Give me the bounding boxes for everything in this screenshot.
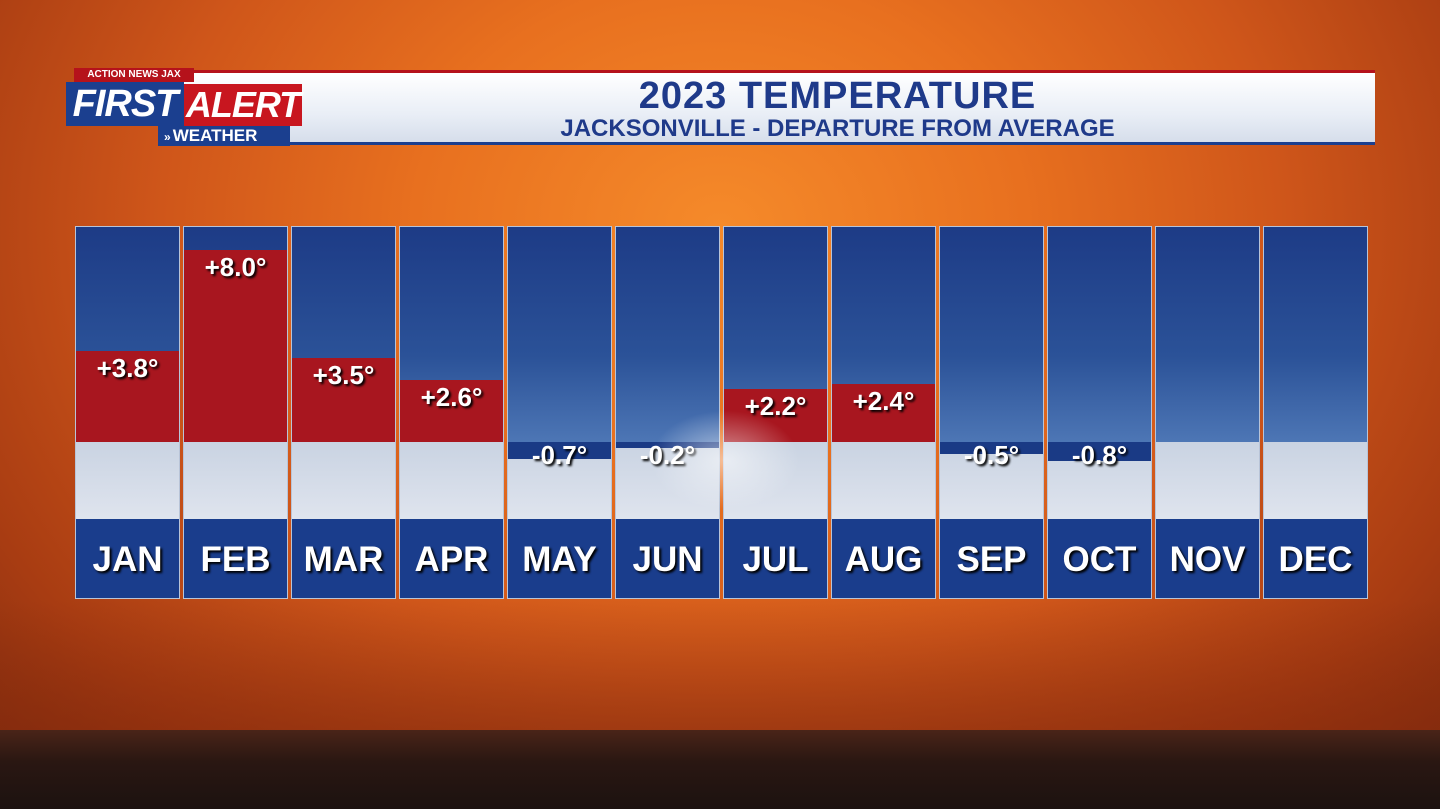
month-label-background xyxy=(1156,519,1259,598)
month-column-aug: +2.4° AUG xyxy=(831,226,936,599)
month-label-aug: AUG xyxy=(844,540,923,579)
month-label-jun: JUN xyxy=(632,540,703,579)
column-lower xyxy=(940,442,1043,519)
chart-title: 2023 TEMPERATURE xyxy=(638,75,1037,117)
month-label-background xyxy=(616,519,719,598)
month-column-jan: +3.8° JAN xyxy=(75,226,180,599)
column-sky xyxy=(1048,227,1151,442)
column-sky xyxy=(508,227,611,442)
background-sea xyxy=(0,730,1440,809)
bar-value-label-jun: -0.2° xyxy=(639,440,696,470)
column-lower xyxy=(184,442,287,519)
month-column-jun: -0.2° JUN xyxy=(615,226,720,599)
month-label-background xyxy=(76,519,179,598)
month-label-background xyxy=(508,519,611,598)
month-label-sep: SEP xyxy=(956,540,1027,579)
month-column-nov: NOV xyxy=(1155,226,1260,599)
column-sky xyxy=(1156,227,1259,442)
logo-station-name: ACTION NEWS JAX xyxy=(74,68,194,82)
chevron-right-icon: » xyxy=(164,130,171,144)
month-label-background xyxy=(1264,519,1367,598)
column-sky xyxy=(1264,227,1367,442)
month-label-background xyxy=(1048,519,1151,598)
month-column-oct: -0.8° OCT xyxy=(1047,226,1152,599)
month-label-background xyxy=(940,519,1043,598)
bar-mar xyxy=(292,358,395,442)
month-column-may: -0.7° MAY xyxy=(507,226,612,599)
bar-value-label-may: -0.7° xyxy=(531,440,588,470)
bar-value-label-jan: +3.8° xyxy=(96,352,159,383)
month-label-jul: JUL xyxy=(742,540,809,579)
bar-value-label-mar: +3.5° xyxy=(312,360,375,390)
chart-subtitle: JACKSONVILLE - DEPARTURE FROM AVERAGE xyxy=(560,115,1115,142)
logo-first: FIRST xyxy=(66,82,184,126)
column-lower xyxy=(1156,442,1259,519)
bar-apr xyxy=(400,379,503,442)
month-column-apr: +2.6° APR xyxy=(399,226,504,599)
month-label-background xyxy=(832,519,935,598)
bar-may xyxy=(508,442,611,459)
month-label-may: MAY xyxy=(522,540,597,579)
logo-weather: » WEATHER xyxy=(158,126,290,146)
bar-value-label-aug: +2.4° xyxy=(852,386,915,417)
column-lower xyxy=(1264,442,1367,519)
bar-value-label-oct: -0.8° xyxy=(1071,440,1128,470)
column-sky xyxy=(940,227,1043,442)
background-haze xyxy=(0,600,1440,730)
month-label-oct: OCT xyxy=(1062,540,1137,579)
bar-value-label-sep: -0.5° xyxy=(963,440,1020,470)
month-column-feb: +8.0° FEB xyxy=(183,226,288,599)
month-label-background xyxy=(400,519,503,598)
month-column-dec: DEC xyxy=(1263,226,1368,599)
column-lower xyxy=(76,442,179,519)
month-label-background xyxy=(184,519,287,598)
month-label-feb: FEB xyxy=(200,540,271,579)
bar-feb xyxy=(184,250,287,442)
logo-weather-text: WEATHER xyxy=(172,126,258,145)
bar-value-label-jul: +2.2° xyxy=(744,391,807,422)
column-lower xyxy=(292,442,395,519)
month-label-jan: JAN xyxy=(92,540,163,579)
bar-aug xyxy=(832,384,935,442)
month-label-mar: MAR xyxy=(303,540,384,579)
bar-value-label-apr: +2.6° xyxy=(420,381,483,412)
column-lower xyxy=(724,442,827,519)
month-column-mar: +3.5° MAR xyxy=(291,226,396,599)
temperature-departure-chart: +3.8° JAN +8.0° FEB +3.5° MAR +2.6° APR -0.7° MAY… xyxy=(75,226,1370,599)
month-label-apr: APR xyxy=(414,540,489,579)
month-column-sep: -0.5° SEP xyxy=(939,226,1044,599)
bar-sep xyxy=(940,442,1043,454)
logo-alert: ALERT xyxy=(184,84,302,126)
month-label-dec: DEC xyxy=(1278,540,1353,579)
station-logo: ACTION NEWS JAX FIRST ALERT » WEATHER xyxy=(66,68,306,148)
column-lower xyxy=(832,442,935,519)
bar-jan xyxy=(76,350,179,442)
header-banner: 2023 TEMPERATURE JACKSONVILLE - DEPARTUR… xyxy=(180,70,1375,145)
month-label-nov: NOV xyxy=(1169,540,1246,579)
column-lower xyxy=(400,442,503,519)
bar-oct xyxy=(1048,442,1151,462)
month-label-background xyxy=(292,519,395,598)
month-label-background xyxy=(724,519,827,598)
month-column-jul: +2.2° JUL xyxy=(723,226,828,599)
column-sky xyxy=(616,227,719,442)
bar-value-label-feb: +8.0° xyxy=(204,252,267,282)
